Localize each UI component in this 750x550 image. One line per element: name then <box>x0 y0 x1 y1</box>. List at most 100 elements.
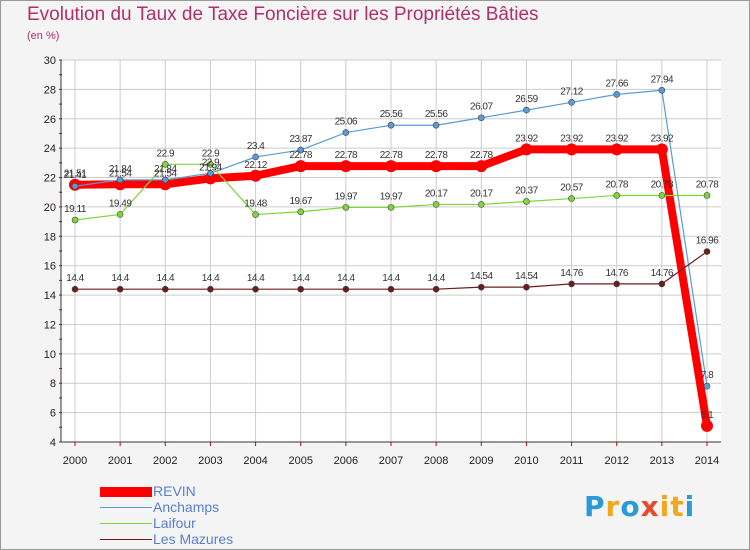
y-tick-label: 28 <box>44 84 56 96</box>
data-point-anchamps <box>477 114 485 122</box>
data-point-laifour <box>252 211 259 218</box>
data-point-revin <box>565 143 578 156</box>
data-point-anchamps <box>297 146 305 154</box>
x-tick-label: 2014 <box>695 455 719 467</box>
data-point-laifour <box>71 216 79 224</box>
data-label-anchamps: 21.41 <box>64 170 87 181</box>
data-point-anchamps <box>342 129 350 136</box>
data-point-laifour <box>387 204 395 211</box>
data-point-revin <box>249 169 262 182</box>
data-point-les-mazures <box>703 248 711 255</box>
legend-label: Les Mazures <box>153 531 234 547</box>
y-tick-label: 12 <box>44 319 56 331</box>
logo-letter: x <box>640 490 660 523</box>
data-label-laifour: 22.9 <box>157 148 175 159</box>
logo-letter: i <box>659 490 671 523</box>
data-label-revin: 23.92 <box>515 133 538 144</box>
data-point-revin <box>294 160 307 173</box>
x-tick-label: 2005 <box>288 455 312 467</box>
data-label-anchamps: 25.06 <box>335 117 358 128</box>
data-label-revin: 22.78 <box>380 150 403 161</box>
legend-swatch-anchamps <box>100 507 152 508</box>
data-point-les-mazures <box>523 283 530 291</box>
data-point-les-mazures <box>387 285 395 293</box>
data-point-anchamps <box>703 382 711 390</box>
data-label-laifour: 20.37 <box>515 185 538 196</box>
x-tick-label: 2000 <box>63 455 87 467</box>
proxiti-logo: Proxiti <box>584 490 695 523</box>
data-point-revin <box>520 143 533 156</box>
data-point-anchamps <box>161 176 169 184</box>
data-label-les-mazures: 14.4 <box>382 273 400 284</box>
y-tick-label: 24 <box>44 143 56 155</box>
data-label-anchamps: 23.87 <box>289 134 312 145</box>
data-label-anchamps: 21.84 <box>109 164 132 175</box>
data-label-revin: 21.54 <box>154 168 177 179</box>
x-tick-label: 2009 <box>469 455 493 467</box>
data-point-anchamps <box>613 91 621 98</box>
data-point-les-mazures <box>658 280 666 288</box>
data-label-laifour: 20.78 <box>605 179 628 190</box>
chart-title: Evolution du Taux de Taxe Foncière sur l… <box>27 4 539 25</box>
data-point-revin <box>159 178 172 191</box>
data-label-revin: 22.78 <box>470 150 493 161</box>
data-point-anchamps <box>116 176 124 184</box>
legend-label: Anchamps <box>153 499 220 515</box>
data-label-laifour: 22.9 <box>202 148 220 159</box>
data-point-anchamps <box>658 86 666 94</box>
data-point-laifour <box>477 201 485 208</box>
x-tick-label: 2011 <box>560 455 584 467</box>
x-tick-label: 2001 <box>108 455 132 467</box>
data-point-anchamps <box>207 169 214 177</box>
data-point-anchamps <box>523 106 530 114</box>
data-label-revin: 21.54 <box>109 168 132 179</box>
data-point-les-mazures <box>568 280 575 288</box>
logo-letter: P <box>584 490 606 523</box>
data-label-les-mazures: 14.76 <box>651 268 674 279</box>
data-point-revin <box>701 419 713 432</box>
data-point-anchamps <box>387 121 395 129</box>
data-point-les-mazures <box>161 285 169 293</box>
legend-swatch-laifour <box>100 523 152 524</box>
data-point-revin <box>655 143 668 156</box>
data-point-les-mazures <box>432 285 440 293</box>
data-point-laifour <box>207 161 214 168</box>
data-label-les-mazures: 14.4 <box>202 273 220 284</box>
y-tick-label: 26 <box>44 114 56 126</box>
logo-letter: i <box>684 490 696 523</box>
data-label-les-mazures: 14.4 <box>66 273 84 284</box>
data-label-laifour: 19.67 <box>289 196 312 207</box>
x-tick-label: 2004 <box>243 455 267 467</box>
data-label-laifour: 20.57 <box>560 183 583 194</box>
data-point-les-mazures <box>116 285 124 293</box>
data-point-revin <box>610 143 623 156</box>
data-label-anchamps: 25.56 <box>425 109 448 120</box>
x-tick-label: 2007 <box>379 455 403 467</box>
data-label-les-mazures: 14.4 <box>427 273 445 284</box>
data-point-laifour <box>116 211 124 218</box>
y-tick-label: 8 <box>50 378 56 390</box>
data-point-revin <box>430 160 443 173</box>
data-point-laifour <box>523 198 530 205</box>
data-label-revin: 22.12 <box>244 160 267 171</box>
data-point-les-mazures <box>252 285 259 293</box>
y-tick-label: 4 <box>50 437 56 449</box>
data-label-anchamps: 25.56 <box>380 109 403 120</box>
data-label-revin: 23.92 <box>651 133 674 144</box>
data-label-laifour: 20.17 <box>470 188 493 199</box>
data-label-anchamps: 23.4 <box>247 141 265 152</box>
data-label-laifour: 19.49 <box>109 198 132 209</box>
data-label-laifour: 19.97 <box>380 191 403 202</box>
data-point-laifour <box>658 192 666 199</box>
data-point-les-mazures <box>71 285 79 293</box>
data-label-anchamps: 21.84 <box>154 164 177 175</box>
data-label-revin: 22.78 <box>289 150 312 161</box>
data-label-les-mazures: 14.54 <box>470 271 493 282</box>
x-tick-label: 2002 <box>153 455 177 467</box>
data-point-anchamps <box>432 121 440 129</box>
data-point-laifour <box>342 204 350 211</box>
chart-subtitle: (en %) <box>27 30 60 42</box>
data-point-laifour <box>432 201 440 208</box>
data-point-revin <box>385 160 397 173</box>
legend-swatch-les-mazures <box>100 539 152 540</box>
